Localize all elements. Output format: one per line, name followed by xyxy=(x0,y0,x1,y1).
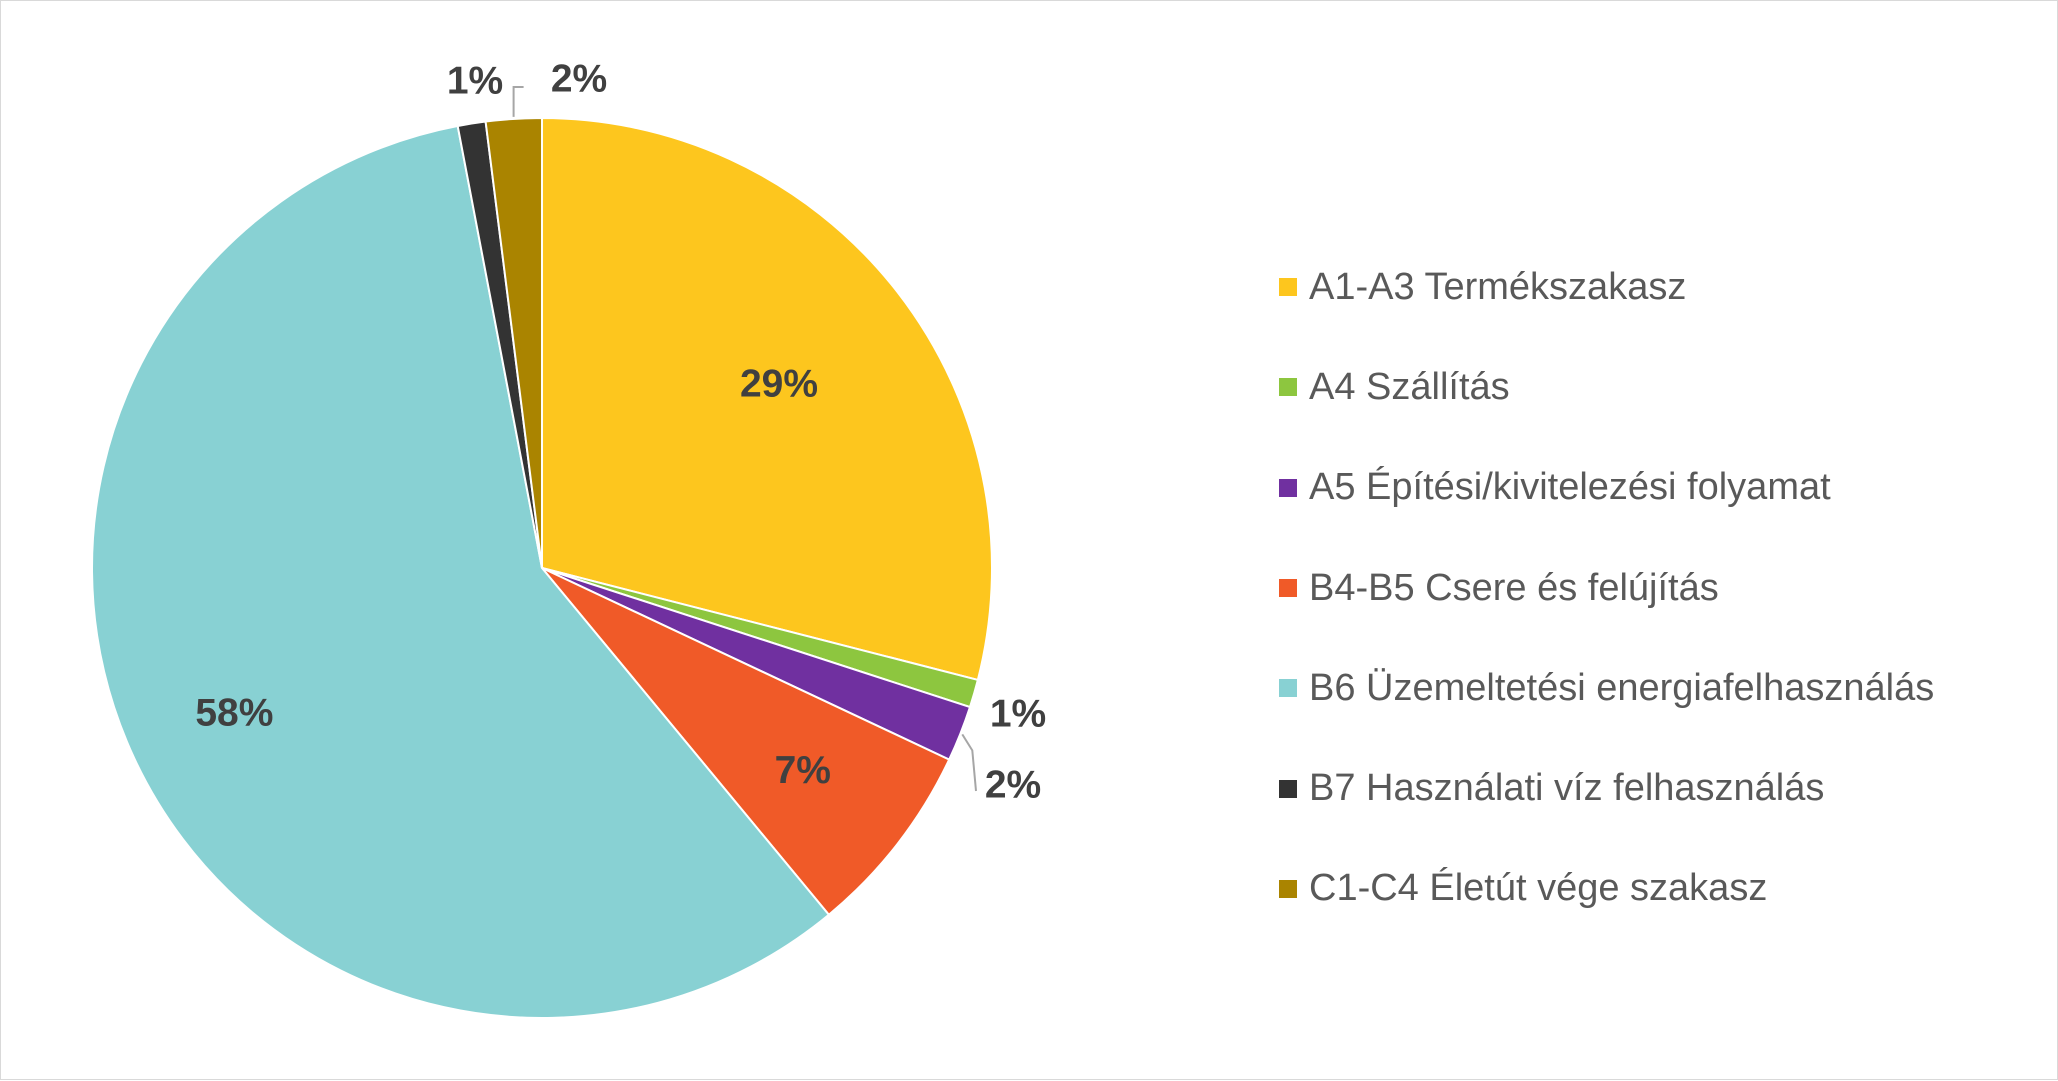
legend-item-a4-szallitas: A4 Szállítás xyxy=(1279,337,1934,437)
legend-label: A1-A3 Termékszakasz xyxy=(1309,265,1687,308)
legend-swatch xyxy=(1279,378,1297,397)
legend-item-a1-a3-termekszakasz: A1-A3 Termékszakasz xyxy=(1279,237,1934,337)
leader-line-a5-epitesi-kivitelezesi-folyamat xyxy=(961,733,977,792)
legend-swatch xyxy=(1279,779,1297,798)
legend-label: B4-B5 Csere és felújítás xyxy=(1309,566,1719,609)
data-labels: 29% 1% 2% 7% 58% 1% 2% xyxy=(195,58,1046,807)
pie-slice-b4-b5-csere-es-felujitas xyxy=(541,567,951,917)
data-label-c1-c4-eletut-vege-szakasz: 2% xyxy=(551,58,607,101)
legend-label: A4 Szállítás xyxy=(1309,365,1510,408)
data-label-a1-a3-termekszakasz: 29% xyxy=(740,363,818,406)
pie-slice-b6-uzemeltetesi-energiafelhasznalas xyxy=(91,124,831,1019)
data-label-b6-uzemeltetesi-energiafelhasznalas: 58% xyxy=(195,691,273,734)
legend-item-c1-c4-eletut-vege-szakasz: C1-C4 Életút vége szakasz xyxy=(1279,839,1934,939)
legend-label: A5 Építési/kivitelezési folyamat xyxy=(1309,466,1831,509)
legend-swatch xyxy=(1279,679,1297,698)
legend-swatch xyxy=(1279,879,1297,898)
data-label-b7-hasznalati-viz-felhasznalas: 1% xyxy=(447,60,503,103)
legend-item-b6-uzemeltetesi-energiafelhasznalas: B6 Üzemeltetési energiafelhasználás xyxy=(1279,638,1934,738)
pie-slice-a1-a3-termekszakasz xyxy=(541,116,993,682)
legend-item-a5-epitesi-kivitelezesi-folyamat: A5 Építési/kivitelezési folyamat xyxy=(1279,438,1934,538)
legend-label: B6 Üzemeltetési energiafelhasználás xyxy=(1309,666,1935,709)
pie-slices xyxy=(91,116,993,1019)
legend-swatch xyxy=(1279,478,1297,497)
legend-swatch xyxy=(1279,579,1297,598)
legend-item-b7-hasznalati-viz-felhasznalas: B7 Használati víz felhasználás xyxy=(1279,738,1934,838)
legend-swatch xyxy=(1279,278,1297,297)
data-label-b4-b5-csere-es-felujitas: 7% xyxy=(775,749,831,792)
legend-item-b4-b5-csere-es-felujitas: B4-B5 Csere és felújítás xyxy=(1279,538,1934,638)
data-label-a4-szallitas: 1% xyxy=(990,693,1046,736)
legend-label: B7 Használati víz felhasználás xyxy=(1309,767,1825,810)
leader-lines xyxy=(512,86,977,792)
leader-line-c1-c4-eletut-vege-szakasz xyxy=(512,86,524,117)
legend-label: C1-C4 Életút vége szakasz xyxy=(1309,867,1768,910)
legend: A1-A3 Termékszakasz A4 Szállítás A5 Építés… xyxy=(1279,237,1934,939)
pie-slice-c1-c4-eletut-vege-szakasz xyxy=(484,116,543,569)
data-label-a5-epitesi-kivitelezesi-folyamat: 2% xyxy=(985,764,1041,807)
